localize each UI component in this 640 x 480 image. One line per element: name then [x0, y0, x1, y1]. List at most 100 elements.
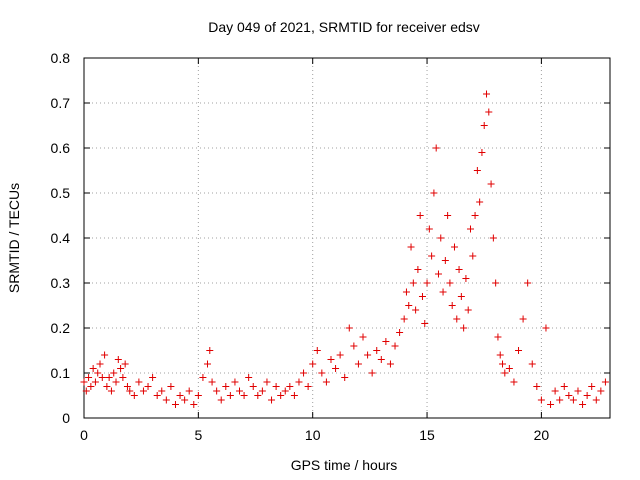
data-point — [96, 360, 104, 368]
data-point — [425, 225, 433, 233]
data-point — [524, 279, 532, 287]
data-point — [126, 387, 134, 395]
data-point — [217, 396, 225, 404]
data-point — [421, 320, 429, 327]
data-point — [547, 401, 555, 408]
data-point — [359, 333, 367, 341]
data-points — [80, 90, 609, 408]
y-axis-label: SRMTID / TECUs — [6, 183, 22, 293]
data-point — [450, 243, 458, 251]
data-point — [455, 266, 463, 273]
data-point — [341, 374, 349, 381]
data-point — [130, 392, 138, 399]
data-point — [400, 315, 408, 323]
data-point — [277, 392, 285, 399]
data-point — [121, 360, 129, 368]
data-point — [249, 383, 257, 390]
data-point — [231, 378, 239, 386]
data-point — [313, 347, 321, 354]
data-point — [332, 365, 340, 372]
data-point — [574, 387, 582, 395]
data-point — [123, 383, 131, 390]
data-point — [462, 275, 470, 282]
data-point — [199, 374, 207, 381]
data-point — [423, 279, 431, 287]
data-point — [430, 189, 438, 197]
data-point — [144, 383, 152, 390]
data-point — [569, 396, 577, 404]
data-point — [510, 378, 518, 386]
data-point — [318, 369, 326, 377]
data-point — [466, 225, 474, 233]
data-point — [87, 383, 95, 390]
data-point — [286, 383, 294, 390]
data-point — [592, 396, 600, 404]
data-point — [542, 324, 550, 332]
data-point — [240, 392, 248, 399]
data-point — [101, 351, 109, 359]
data-point — [203, 360, 211, 368]
data-point — [489, 234, 497, 242]
y-tick-label: 0.8 — [51, 50, 71, 66]
data-point — [167, 383, 175, 390]
data-point — [537, 396, 545, 404]
data-point — [480, 122, 488, 129]
y-tick-label: 0.4 — [51, 230, 71, 246]
x-tick-label: 15 — [419, 427, 435, 443]
data-point — [428, 252, 436, 260]
data-point — [272, 383, 280, 390]
data-point — [158, 387, 166, 395]
data-point — [295, 378, 303, 386]
data-point — [258, 387, 266, 395]
data-point — [556, 396, 564, 404]
data-point — [208, 378, 216, 386]
data-point — [222, 383, 230, 390]
data-point — [405, 302, 413, 309]
data-point — [350, 342, 358, 350]
data-point — [464, 306, 472, 314]
data-point — [364, 351, 372, 359]
axis-ticks: 0 5 10 15 20 0 0.1 0.2 0.3 0.4 0.5 0.6 0.7 0.8 — [51, 50, 610, 443]
data-point — [499, 360, 507, 368]
data-point — [453, 315, 461, 323]
x-tick-label: 0 — [80, 427, 88, 443]
data-point — [309, 360, 317, 368]
data-point — [437, 234, 445, 242]
y-tick-label: 0.3 — [51, 275, 71, 291]
data-point — [135, 378, 143, 386]
data-point — [345, 324, 353, 332]
data-point — [185, 387, 193, 395]
data-point — [382, 338, 390, 345]
data-point — [460, 324, 468, 332]
y-tick-label: 0.6 — [51, 140, 71, 156]
data-point — [496, 351, 504, 359]
data-point — [368, 369, 376, 377]
y-tick-label: 0.5 — [51, 185, 71, 201]
data-point — [117, 365, 125, 372]
data-point — [501, 369, 509, 377]
data-point — [583, 392, 591, 399]
data-point — [439, 288, 447, 296]
data-point — [322, 378, 330, 386]
data-point — [149, 374, 157, 381]
data-point — [412, 306, 420, 314]
y-tick-label: 0 — [62, 410, 70, 426]
data-point — [407, 243, 415, 251]
data-point — [98, 374, 106, 381]
data-point — [485, 108, 493, 116]
data-point — [441, 257, 449, 264]
data-point — [471, 212, 479, 219]
y-tick-label: 0.1 — [51, 365, 71, 381]
data-point — [162, 396, 170, 404]
data-point — [448, 302, 456, 309]
data-point — [254, 392, 262, 399]
data-point — [236, 387, 244, 395]
data-point — [373, 347, 381, 354]
data-point — [409, 279, 417, 287]
data-point — [478, 149, 486, 156]
x-axis-label: GPS time / hours — [291, 457, 398, 473]
data-point — [114, 356, 122, 363]
data-point — [396, 329, 404, 336]
data-point — [176, 392, 184, 399]
data-point — [476, 198, 484, 206]
